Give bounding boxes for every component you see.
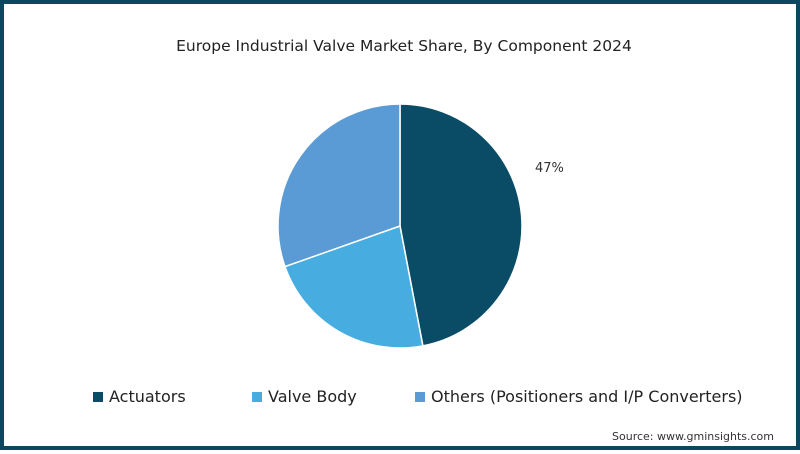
slice-others xyxy=(277,103,401,268)
legend-swatch-others xyxy=(415,391,425,402)
legend-label-others: Others (Positioners and I/P Converters) xyxy=(431,387,743,406)
slice-valve-body xyxy=(283,225,424,349)
source-text: Source: www.gminsights.com xyxy=(612,430,774,443)
slice-actuators xyxy=(399,103,523,347)
chart-title: Europe Industrial Valve Market Share, By… xyxy=(176,37,632,55)
legend-label-actuators: Actuators xyxy=(109,387,186,406)
legend-item-others: Others (Positioners and I/P Converters) xyxy=(415,387,743,406)
legend-item-valve-body: Valve Body xyxy=(252,387,357,406)
legend-swatch-actuators xyxy=(93,391,103,402)
legend-item-actuators: Actuators xyxy=(93,387,186,406)
pie-chart xyxy=(277,103,523,349)
data-label-actuators: 47% xyxy=(535,161,564,176)
legend-swatch-valve-body xyxy=(252,391,262,402)
legend: Actuators Valve Body Others (Positioners… xyxy=(4,387,800,409)
legend-label-valve-body: Valve Body xyxy=(268,387,357,406)
